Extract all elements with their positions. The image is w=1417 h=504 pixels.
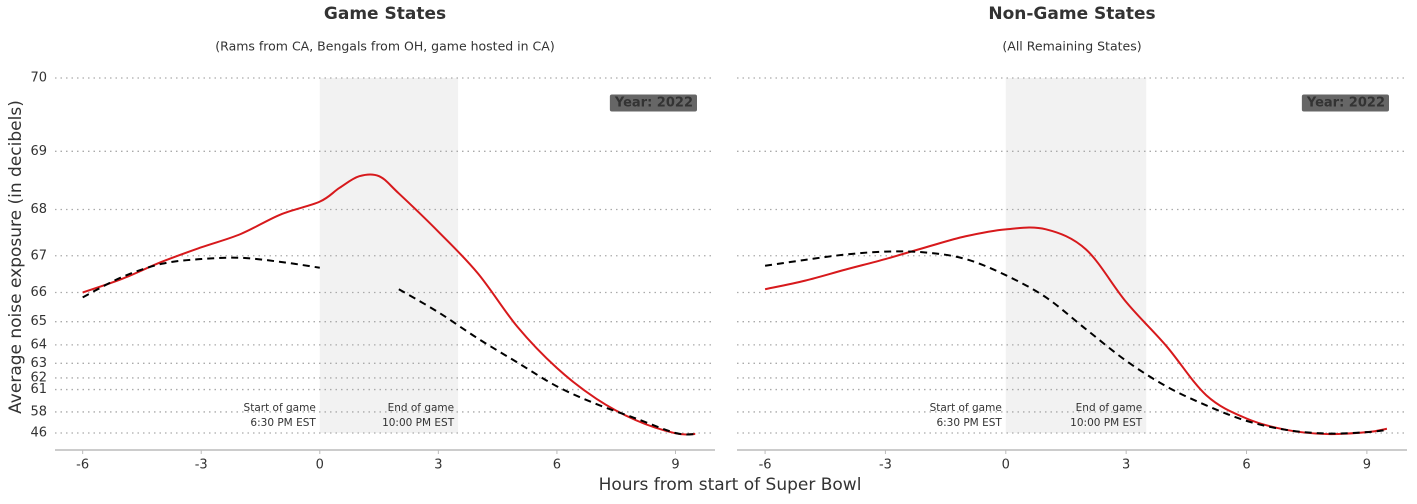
y-tick-label: 63	[30, 356, 47, 371]
y-tick-label: 64	[30, 337, 47, 352]
chart-subtitle: (All Remaining States)	[1002, 39, 1141, 54]
shaded-region	[319, 78, 459, 433]
badge-box	[609, 94, 697, 112]
x-tick-label: 6	[553, 458, 561, 473]
x-tick-label: 3	[1122, 458, 1130, 473]
badge-box	[1301, 94, 1389, 112]
annotation: 6:30 PM EST	[250, 417, 316, 429]
badge: Year: 2022	[1301, 94, 1389, 112]
y-tick-label: 70	[30, 71, 47, 86]
x-tick-label: 0	[316, 458, 324, 473]
series-line	[82, 173, 696, 436]
series-line	[82, 256, 320, 299]
series-line	[764, 250, 1388, 435]
x-axis-label: Hours from start of Super Bowl	[599, 475, 862, 495]
x-tick-label: -3	[195, 458, 208, 473]
annotation: Start of game	[930, 402, 1002, 414]
y-tick-label: 61	[30, 382, 47, 397]
y-tick-label: 67	[30, 248, 47, 263]
annotation: 10:00 PM EST	[382, 417, 455, 429]
y-tick-label: 62	[30, 370, 47, 385]
x-tick-label: 9	[1363, 458, 1371, 473]
x-tick-label: 6	[1242, 458, 1250, 473]
x-tick-label: 0	[1002, 458, 1010, 473]
annotation: End of game	[388, 402, 455, 414]
x-tick-label: 3	[434, 458, 442, 473]
x-tick-label: -3	[879, 458, 892, 473]
chart-title: Game States	[324, 4, 446, 24]
y-tick-label: 58	[30, 404, 47, 419]
annotation: 10:00 PM EST	[1070, 417, 1143, 429]
chart-title: Non-Game States	[988, 4, 1155, 24]
y-tick-label: 65	[30, 314, 47, 329]
annotation: End of game	[1076, 402, 1143, 414]
annotation: Start of game	[244, 402, 316, 414]
y-tick-label: 66	[30, 285, 47, 300]
badge-text: Year: 2022	[1306, 96, 1385, 111]
shaded-region	[1005, 78, 1147, 433]
annotation: 6:30 PM EST	[936, 417, 1002, 429]
y-tick-label: 46	[30, 426, 47, 441]
series-line	[398, 288, 696, 436]
y-tick-label: 68	[30, 202, 47, 217]
x-tick-label: 9	[671, 458, 679, 473]
chart-subtitle: (Rams from CA, Bengals from OH, game hos…	[215, 39, 554, 54]
y-axis-label: Average noise exposure (in decibels)	[6, 100, 26, 414]
badge: Year: 2022	[609, 94, 697, 112]
x-tick-label: -6	[759, 458, 772, 473]
y-tick-label: 69	[30, 144, 47, 159]
badge-text: Year: 2022	[614, 96, 693, 111]
x-tick-label: -6	[76, 458, 89, 473]
